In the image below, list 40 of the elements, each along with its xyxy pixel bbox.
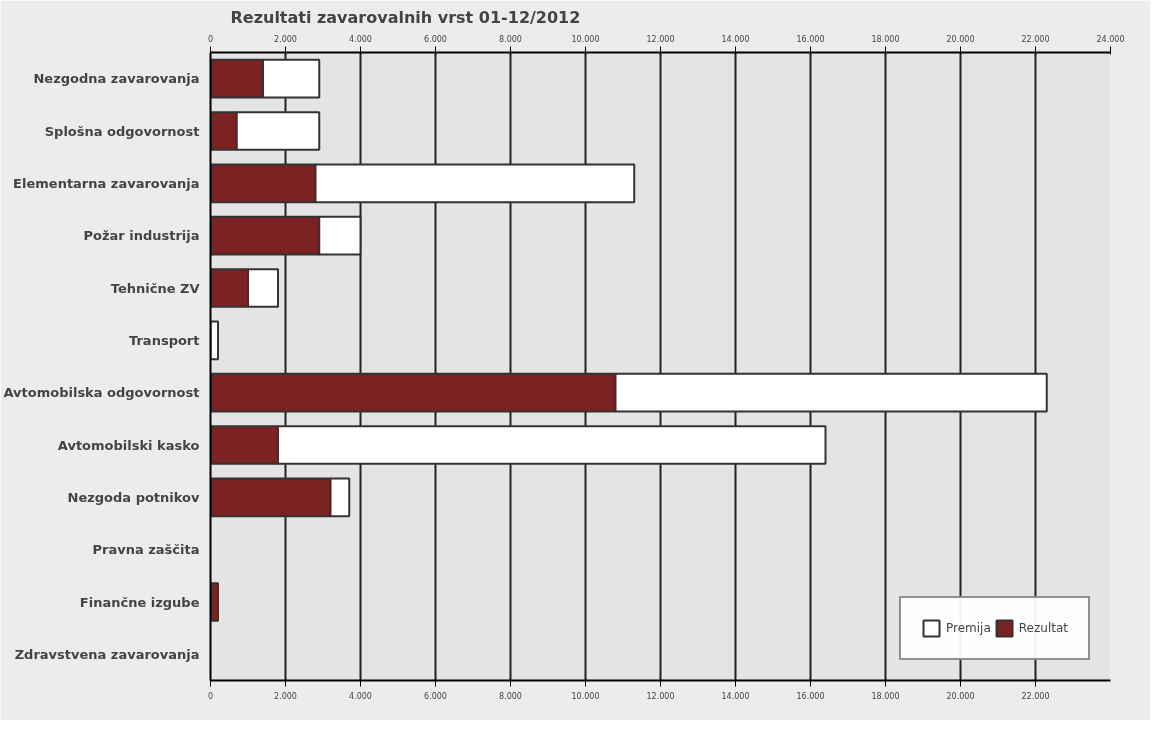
legend-label: Rezultat [1018,621,1068,635]
x2-tick-label: 16.000 [796,34,825,44]
x-tick-label: 18.000 [871,691,900,701]
legend-label: Premija [946,621,991,635]
x2-tick-label: 10.000 [571,34,600,44]
x-tick-label: 8.000 [499,691,522,701]
x2-tick-label: 6.000 [424,34,447,44]
x-tick-label: 6.000 [424,691,447,701]
y-tick-label: Avtomobilski kasko [57,437,200,453]
y-tick-label: Zdravstvena zavarovanja [14,646,200,662]
y-tick-label: Finančne izgube [79,594,200,610]
x-tick-label: 16.000 [796,691,825,701]
x-tick-label: 12.000 [646,691,675,701]
y-tick-label: Elementarna zavarovanja [13,175,200,191]
x-tick-label: 14.000 [721,691,750,701]
x2-tick-label: 12.000 [646,34,675,44]
x2-tick-label: 0 [207,34,214,44]
y-tick-label: Tehnične ZV [110,280,200,296]
x-tick-label: 22.000 [1021,691,1050,701]
x2-tick-label: 4.000 [349,34,372,44]
y-tick-label: Splošna odgovornost [44,123,200,139]
y-tick-label: Nezgoda potnikov [67,489,201,505]
x-tick-label: 10.000 [571,691,600,701]
x2-tick-label: 22.000 [1021,34,1050,44]
chart-title: Rezultati zavarovalnih vrst 01-12/2012 [230,7,581,27]
x-tick-label: 4.000 [349,691,372,701]
y-tick-label: Požar industrija [83,228,200,244]
y-tick-label: Transport [129,332,200,348]
x-tick-label: 2.000 [274,691,297,701]
x2-tick-label: 2.000 [274,34,297,44]
x-tick-label: 20.000 [946,691,975,701]
x-tick-label: 0 [207,691,214,701]
x2-tick-label: 14.000 [721,34,750,44]
y-tick-label: Avtomobilska odgovornost [3,385,200,401]
x2-tick-label: 8.000 [499,34,522,44]
y-tick-label: Nezgodna zavarovanja [33,71,200,87]
y-tick-label: Pravna zaščita [92,542,200,558]
x2-tick-label: 18.000 [871,34,900,44]
x2-tick-label: 24.000 [1096,34,1125,44]
x2-tick-label: 20.000 [946,34,975,44]
